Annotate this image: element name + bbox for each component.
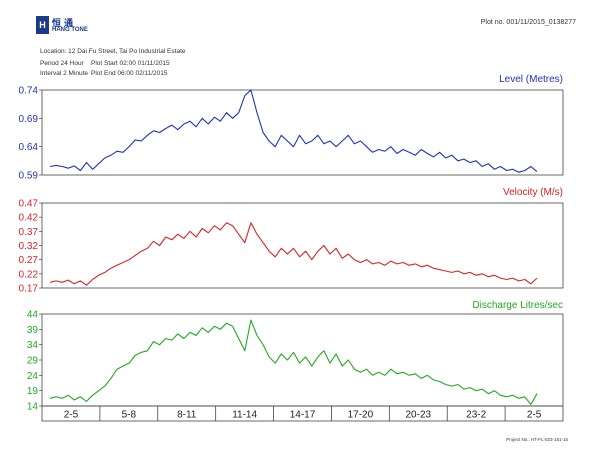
discharge-y-tick-label: 19 <box>27 386 39 397</box>
plot-number: Plot no. 001/11/2015_0138277 <box>480 19 576 26</box>
level-plot-frame <box>41 89 564 176</box>
velocity-y-tick-label: 0.17 <box>19 284 39 295</box>
project-number: Project No.: HT-FL-023-151-15 <box>506 437 568 442</box>
level-series-line <box>49 89 538 173</box>
logo-english-text: HANG TONE <box>52 27 88 33</box>
level-y-tick-label: 0.69 <box>19 114 39 125</box>
discharge-y-tick-label: 34 <box>27 340 39 351</box>
level-chart-title: Level (Metres) <box>499 74 563 85</box>
discharge-y-tick-label: 14 <box>27 402 39 413</box>
time-axis-label: 2-5 <box>527 410 542 421</box>
logo-mark: H <box>36 16 49 34</box>
logo-chinese-text: 恒通 <box>52 19 77 29</box>
level-chart: Level (Metres) 0.74 0.69 0.64 0.59 <box>19 74 564 182</box>
plot-start-text: Plot Start 02:00 01/11/2015 <box>91 60 170 67</box>
location-text: Location: 12 Dai Fu Street, Tai Po Indus… <box>40 48 186 55</box>
velocity-y-tick-label: 0.47 <box>19 199 39 210</box>
interval-row: Interval 2 Minute Plot End 06:00 02/11/2… <box>40 70 168 77</box>
time-axis-label: 11-14 <box>232 410 257 421</box>
time-axis-label: 20-23 <box>405 410 431 421</box>
discharge-y-tick-label: 24 <box>27 371 39 382</box>
time-axis-label: 23-2 <box>466 410 486 421</box>
velocity-series-line <box>49 222 538 286</box>
discharge-chart: Discharge Litres/sec 44 39 34 29 24 19 14 <box>27 300 564 413</box>
period-row: Period 24 Hour Plot Start 02:00 01/11/20… <box>40 60 170 67</box>
velocity-y-tick-label: 0.32 <box>19 241 39 252</box>
velocity-y-tick-label: 0.22 <box>19 269 39 280</box>
time-axis-label: 8-11 <box>177 410 197 421</box>
time-axis: 2-5 5-8 8-11 11-14 14-17 17-20 20-23 23-2 2-5 <box>41 405 564 422</box>
plot-end-text: Plot End 06:00 02/11/2015 <box>91 70 168 77</box>
time-axis-label: 5-8 <box>122 410 137 421</box>
period-text: Period 24 Hour <box>40 60 84 67</box>
discharge-y-tick-label: 44 <box>27 310 39 321</box>
discharge-series-line <box>49 319 538 406</box>
interval-text: Interval 2 Minute <box>40 70 89 77</box>
level-y-tick-label: 0.74 <box>19 86 39 97</box>
velocity-chart: Velocity (M/s) 0.47 0.42 0.37 0.32 0.27 0.22 0.… <box>19 187 564 295</box>
velocity-chart-title: Velocity (M/s) <box>503 187 563 198</box>
level-y-tick-label: 0.59 <box>19 171 39 182</box>
discharge-y-tick-label: 39 <box>27 325 39 336</box>
company-logo: H 恒通 HANG TONE <box>36 16 94 36</box>
time-axis-label: 2-5 <box>64 410 79 421</box>
time-axis-label: 14-17 <box>290 410 316 421</box>
velocity-y-tick-label: 0.42 <box>19 213 39 224</box>
discharge-chart-title: Discharge Litres/sec <box>472 300 563 311</box>
time-axis-frame <box>41 405 564 422</box>
velocity-y-tick-label: 0.37 <box>19 227 39 238</box>
discharge-y-tick-label: 29 <box>27 356 39 367</box>
level-y-tick-label: 0.64 <box>19 142 39 153</box>
velocity-y-tick-label: 0.27 <box>19 255 39 266</box>
time-axis-label: 17-20 <box>348 410 374 421</box>
